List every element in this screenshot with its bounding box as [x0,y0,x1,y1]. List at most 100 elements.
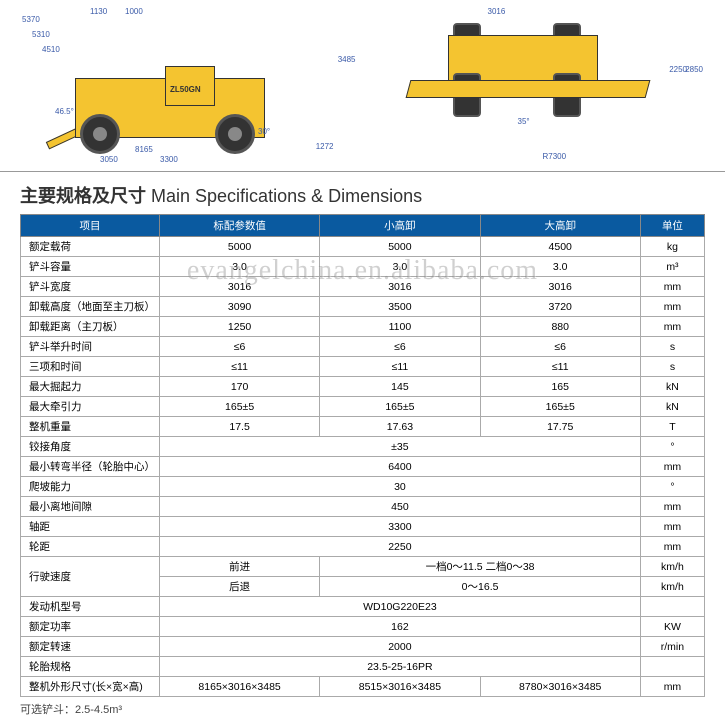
row-label: 爬坡能力 [21,477,160,497]
overall-dim-row: 整机外形尺寸(长×宽×高) 8165×3016×3485 8515×3016×3… [21,677,705,697]
row-value: ≤11 [159,357,319,377]
row-unit: ° [640,477,704,497]
table-row: 卸载高度（地面至主刀板）309035003720mm [21,297,705,317]
top-view-drawing: 3016 35° R7300 2250 2850 [368,5,706,166]
row-value: 4500 [480,237,640,257]
table-row: 额定载荷500050004500kg [21,237,705,257]
row-span-value: ±35 [159,437,640,457]
overall-v2: 8780×3016×3485 [480,677,640,697]
row-value: 3090 [159,297,319,317]
table-row: 额定功率162KW [21,617,705,637]
row-value: 3016 [159,277,319,297]
speed-rev-val: 0～16.5 [320,577,641,597]
row-label: 最小转弯半径（轮胎中心） [21,457,160,477]
hdr-small: 小高卸 [320,215,480,237]
speed-fwd-sub: 前进 [159,557,319,577]
spec-table: 项目 标配参数值 小高卸 大高卸 单位 额定载荷500050004500kg铲斗… [20,214,705,697]
row-span-value: 6400 [159,457,640,477]
row-value: ≤6 [320,337,480,357]
speed-label: 行驶速度 [21,557,160,597]
row-value: 3.0 [320,257,480,277]
table-row: 轮距2250mm [21,537,705,557]
row-unit: kg [640,237,704,257]
row-unit: kN [640,397,704,417]
row-value: 3720 [480,297,640,317]
overall-v1: 8515×3016×3485 [320,677,480,697]
row-value: 3.0 [480,257,640,277]
row-label: 最小离地间隙 [21,497,160,517]
row-label: 轮距 [21,537,160,557]
row-span-value: 450 [159,497,640,517]
row-value: 165±5 [320,397,480,417]
row-unit: r/min [640,637,704,657]
row-unit: mm [640,497,704,517]
row-value: 145 [320,377,480,397]
row-value: 165 [480,377,640,397]
title-cn: 主要规格及尺寸 [20,186,146,206]
table-row: 爬坡能力30° [21,477,705,497]
table-row: 整机重量17.517.6317.75T [21,417,705,437]
table-row: 最小离地间隙450mm [21,497,705,517]
row-value: 3500 [320,297,480,317]
table-row: 额定转速2000r/min [21,637,705,657]
row-label: 额定载荷 [21,237,160,257]
table-row: 铲斗举升时间≤6≤6≤6s [21,337,705,357]
row-label: 三项和时间 [21,357,160,377]
row-value: 165±5 [159,397,319,417]
hdr-unit: 单位 [640,215,704,237]
table-row: 最小转弯半径（轮胎中心）6400mm [21,457,705,477]
row-label: 卸载高度（地面至主刀板） [21,297,160,317]
row-value: ≤6 [159,337,319,357]
row-value: ≤11 [480,357,640,377]
row-label: 轴距 [21,517,160,537]
row-value: 3.0 [159,257,319,277]
row-unit: KW [640,617,704,637]
section-title: 主要规格及尺寸 Main Specifications & Dimensions [0,172,725,214]
row-unit: mm [640,277,704,297]
row-label: 发动机型号 [21,597,160,617]
row-label: 额定功率 [21,617,160,637]
row-span-value: WD10G220E23 [159,597,640,617]
speed-rev-sub: 后退 [159,577,319,597]
row-value: ≤6 [480,337,640,357]
speed-fwd-val: 一档0～11.5 二档0～38 [320,557,641,577]
title-en: Main Specifications & Dimensions [151,186,422,206]
overall-label: 整机外形尺寸(长×宽×高) [21,677,160,697]
row-unit: kN [640,377,704,397]
row-label: 铲斗举升时间 [21,337,160,357]
row-value: 880 [480,317,640,337]
row-label: 卸载距离（主刀板） [21,317,160,337]
technical-diagram: ZL50GN 5370 5310 4510 1130 1000 46.5° 30… [0,0,725,172]
row-unit: s [640,357,704,377]
row-unit: T [640,417,704,437]
speed-fwd-unit: km/h [640,557,704,577]
row-value: 17.5 [159,417,319,437]
table-row: 铰接角度±35° [21,437,705,457]
row-value: 17.75 [480,417,640,437]
model-label: ZL50GN [170,85,201,94]
row-value: 3016 [320,277,480,297]
row-value: 1250 [159,317,319,337]
row-value: 17.63 [320,417,480,437]
row-unit [640,597,704,617]
row-value: 3016 [480,277,640,297]
footnote: 可选铲斗：2.5-4.5m³ [0,697,725,727]
row-label: 铲斗容量 [21,257,160,277]
table-row: 卸载距离（主刀板）12501100880mm [21,317,705,337]
table-row: 最大牵引力165±5165±5165±5kN [21,397,705,417]
row-span-value: 2250 [159,537,640,557]
row-label: 最大牵引力 [21,397,160,417]
row-unit: mm [640,537,704,557]
row-label: 整机重量 [21,417,160,437]
row-unit [640,657,704,677]
row-span-value: 162 [159,617,640,637]
hdr-item: 项目 [21,215,160,237]
row-value: 170 [159,377,319,397]
row-label: 铲斗宽度 [21,277,160,297]
row-value: 165±5 [480,397,640,417]
row-value: 1100 [320,317,480,337]
speed-rev-unit: km/h [640,577,704,597]
table-row: 最大掘起力170145165kN [21,377,705,397]
side-view-drawing: ZL50GN 5370 5310 4510 1130 1000 46.5° 30… [20,5,358,166]
row-label: 额定转速 [21,637,160,657]
